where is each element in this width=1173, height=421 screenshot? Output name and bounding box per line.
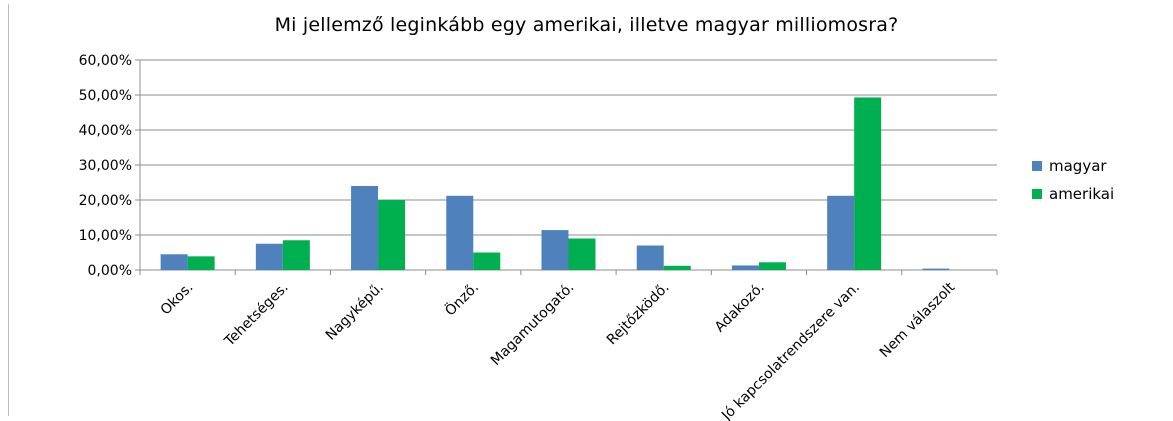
- category-label: Okos.: [158, 280, 197, 319]
- bar-magyar: [731, 265, 759, 270]
- category-label: Önző.: [441, 278, 482, 319]
- category-label: Nagyképű.: [323, 280, 387, 344]
- bar-amerikai: [854, 97, 882, 270]
- legend-swatch-amerikai: [1032, 189, 1042, 199]
- bar-magyar: [827, 195, 855, 270]
- y-tick-label: 50,00%: [79, 88, 132, 104]
- bar-amerikai: [282, 240, 310, 270]
- y-tick-label: 30,00%: [79, 158, 132, 174]
- bar-magyar: [351, 186, 379, 270]
- bar-amerikai: [378, 200, 406, 270]
- category-label: Tehetséges.: [221, 280, 292, 351]
- category-label: Nem válaszolt: [877, 279, 959, 361]
- chart-frame: [8, 4, 1168, 416]
- bar-magyar: [922, 268, 950, 270]
- chart-title: Mi jellemző leginkább egy amerikai, ille…: [274, 14, 899, 36]
- bar-amerikai: [473, 252, 501, 270]
- y-tick-label: 60,00%: [79, 53, 132, 69]
- bar-magyar: [446, 195, 474, 270]
- bar-amerikai: [568, 238, 596, 270]
- legend-label-magyar: magyar: [1049, 157, 1107, 175]
- bar-magyar: [636, 245, 664, 270]
- bar-amerikai: [187, 256, 215, 270]
- category-label: Adakozó.: [712, 280, 768, 336]
- y-tick-label: 20,00%: [79, 193, 132, 209]
- legend-swatch-magyar: [1032, 161, 1042, 171]
- y-tick-label: 0,00%: [88, 263, 132, 279]
- bar-amerikai: [758, 262, 786, 270]
- category-label: Rejtőzködő.: [604, 280, 673, 349]
- bar-amerikai: [663, 265, 691, 270]
- category-label: Magamutogató.: [488, 280, 577, 369]
- bar-magyar: [541, 230, 569, 270]
- y-tick-label: 10,00%: [79, 228, 132, 244]
- bar-magyar: [255, 243, 283, 270]
- bar-magyar: [160, 254, 188, 270]
- y-tick-label: 40,00%: [79, 123, 132, 139]
- legend-label-amerikai: amerikai: [1049, 185, 1114, 203]
